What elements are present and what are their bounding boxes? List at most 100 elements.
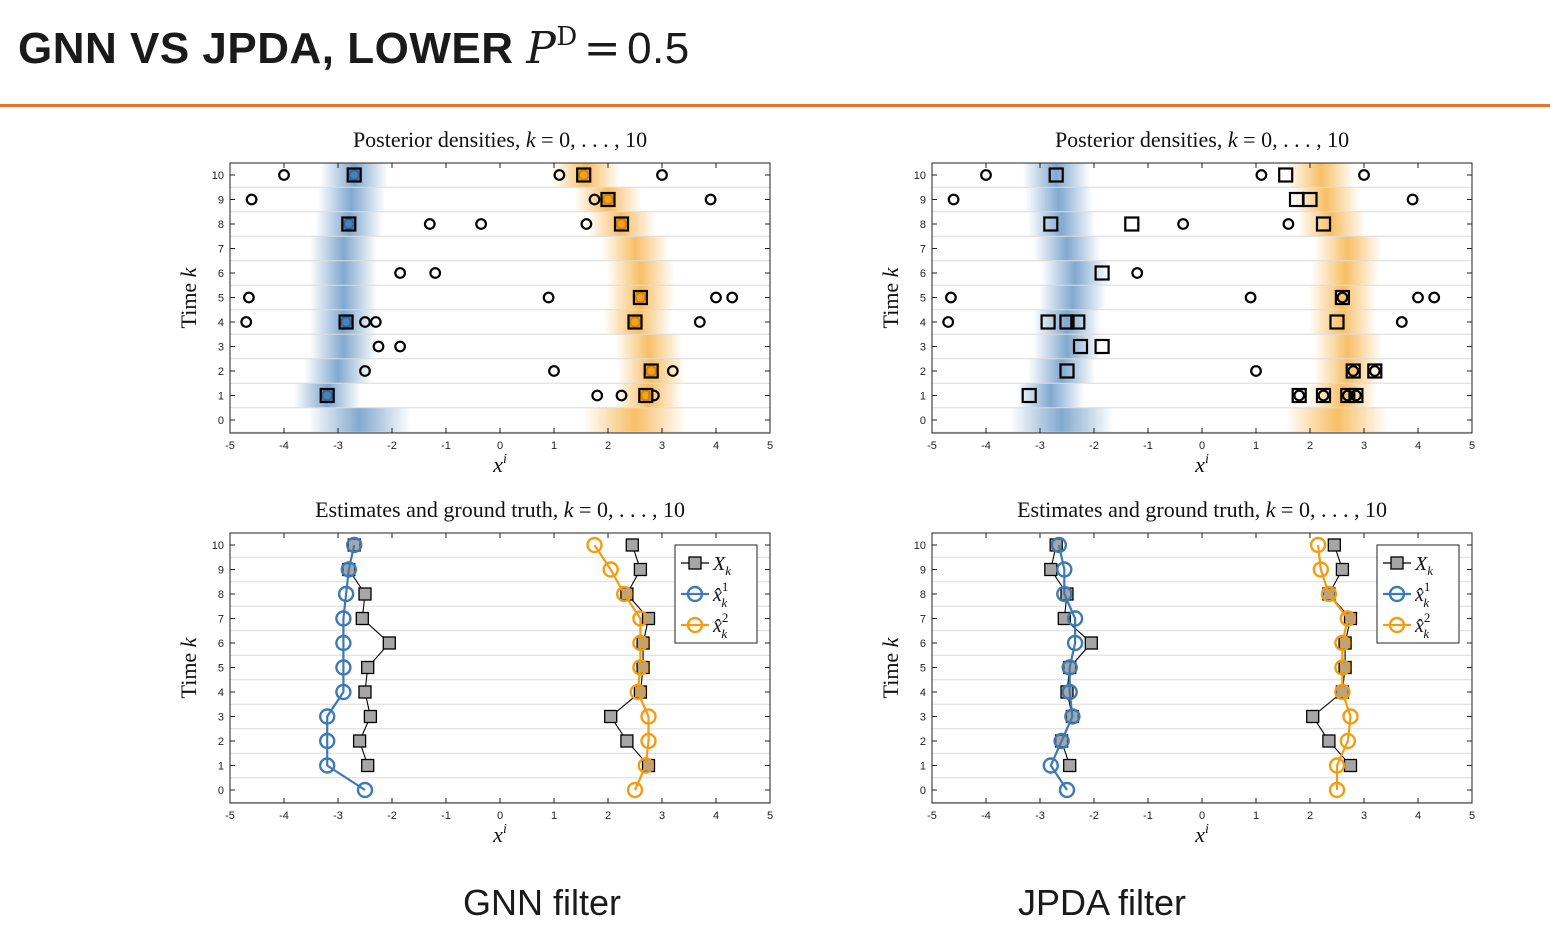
associated-measurement — [1278, 167, 1294, 183]
associated-measurement-2 — [638, 387, 654, 404]
y-tick-label: 10 — [914, 170, 926, 182]
legend-marker — [686, 616, 704, 634]
y-axis-label: Time k — [878, 266, 903, 328]
density-band-1 — [317, 187, 386, 212]
y-tick-label: 5 — [218, 663, 224, 675]
x-tick-label: 0 — [1199, 440, 1205, 452]
density-band-2 — [614, 334, 683, 359]
density-band-1 — [1027, 211, 1096, 237]
density-band-1 — [1038, 285, 1107, 310]
y-tick-label: 1 — [218, 761, 224, 773]
associated-measurement-2 — [576, 167, 592, 183]
legend-marker — [1390, 556, 1404, 570]
x-tick-label: -4 — [279, 440, 289, 452]
y-tick-label: 0 — [920, 415, 926, 427]
legend-label: x̂2 k — [1414, 610, 1430, 641]
legend-marker — [686, 585, 704, 603]
truth-line-2 — [1311, 544, 1352, 766]
estimate-point-2 — [1334, 683, 1351, 701]
chart-title: Posterior densities, k = 0, . . . , 10 — [1055, 127, 1349, 152]
associated-measurement — [1072, 338, 1089, 355]
truth-point-1 — [363, 709, 378, 724]
truth-point-2 — [620, 734, 634, 748]
estimate-point-1 — [1066, 610, 1084, 627]
caption-jpda: JPDA filter — [1018, 882, 1187, 923]
x-tick-label: 1 — [551, 810, 557, 822]
x-tick-label: -5 — [927, 810, 937, 822]
chart-title: Estimates and ground truth, k = 0, . . .… — [1017, 497, 1387, 522]
truth-point-2 — [1327, 538, 1341, 552]
x-tick-label: -2 — [1089, 440, 1099, 452]
estimate-point-1 — [335, 659, 352, 676]
y-tick-label: 3 — [920, 712, 926, 724]
associated-measurement — [1367, 363, 1383, 379]
x-tick-label: 3 — [659, 810, 665, 822]
density-band-1 — [1010, 407, 1113, 433]
truth-point-1 — [358, 685, 372, 699]
associated-measurement-1 — [341, 216, 357, 232]
associated-measurement — [1059, 314, 1075, 330]
measurement-point — [359, 316, 371, 328]
x-tick-label: 2 — [605, 810, 611, 822]
x-axis-label: xi — [1194, 822, 1209, 847]
measurement-point — [944, 291, 957, 304]
truth-point-1 — [1063, 758, 1077, 773]
measurement-point — [1368, 365, 1381, 377]
estimate-point-1 — [1058, 781, 1076, 799]
measurement-point — [704, 193, 717, 206]
y-tick-label: 6 — [218, 268, 224, 280]
associated-measurement — [1302, 191, 1318, 208]
slide-title: GNN VS JPDA, LOWER PD = 0.5 — [18, 22, 690, 74]
x-tick-label: -3 — [333, 440, 343, 452]
y-tick-label: 4 — [920, 687, 926, 699]
y-tick-label: 2 — [218, 736, 224, 748]
estimate-point-1 — [318, 757, 336, 774]
estimate-point-2 — [602, 561, 619, 578]
title-symbol: PD — [526, 22, 578, 74]
associated-measurement — [1048, 167, 1064, 183]
estimate-point-2 — [637, 757, 654, 774]
estimate-point-2 — [1334, 659, 1351, 676]
jpda-estimates-chart: -5 -4 -3 -2 -1 0 1 2 3 4 5 0 1 2 3 4 5 6 7 8 9 10 Estimates an… — [878, 497, 1475, 847]
legend-marker — [1388, 585, 1406, 603]
estimate-point-2 — [632, 610, 649, 627]
y-tick-label: 6 — [920, 638, 926, 650]
associated-measurement — [1329, 314, 1345, 330]
associated-measurement-2 — [600, 191, 616, 208]
estimate-point-1 — [1056, 585, 1073, 603]
x-tick-label: -1 — [1143, 440, 1153, 452]
measurement-point — [240, 316, 253, 328]
measurement-point — [726, 291, 739, 304]
density-band-2 — [606, 260, 675, 286]
estimate-point-2 — [1312, 561, 1329, 578]
estimate-point-2 — [626, 781, 644, 799]
x-tick-label: -3 — [1035, 440, 1045, 452]
estimate-point-2 — [629, 683, 646, 701]
measurement-point — [693, 316, 706, 328]
estimate-point-2 — [1309, 536, 1327, 554]
density-band-2 — [1314, 334, 1382, 359]
estimate-point-1 — [335, 634, 352, 652]
truth-point-2 — [1335, 562, 1350, 577]
measurement-point — [548, 365, 560, 377]
title-superscript: D — [556, 22, 578, 52]
truth-point-2 — [604, 709, 618, 724]
estimate-point-2 — [640, 708, 657, 725]
associated-measurement — [1348, 387, 1364, 404]
associated-measurement — [1040, 314, 1056, 330]
associated-measurement-2 — [632, 289, 648, 306]
measurement-point — [1341, 389, 1354, 402]
y-tick-label: 7 — [920, 614, 926, 626]
x-tick-label: 5 — [1469, 440, 1475, 452]
measurement-point — [1395, 316, 1408, 328]
y-tick-label: 10 — [914, 540, 926, 552]
estimate-point-1 — [335, 683, 352, 701]
measurement-point — [615, 389, 628, 402]
measurement-point — [1406, 193, 1419, 206]
y-tick-label: 6 — [920, 268, 926, 280]
measurement-point — [710, 291, 722, 304]
x-tick-label: 4 — [713, 810, 719, 822]
y-tick-label: 1 — [218, 391, 224, 403]
y-tick-label: 2 — [920, 736, 926, 748]
density-band-1 — [309, 260, 378, 286]
